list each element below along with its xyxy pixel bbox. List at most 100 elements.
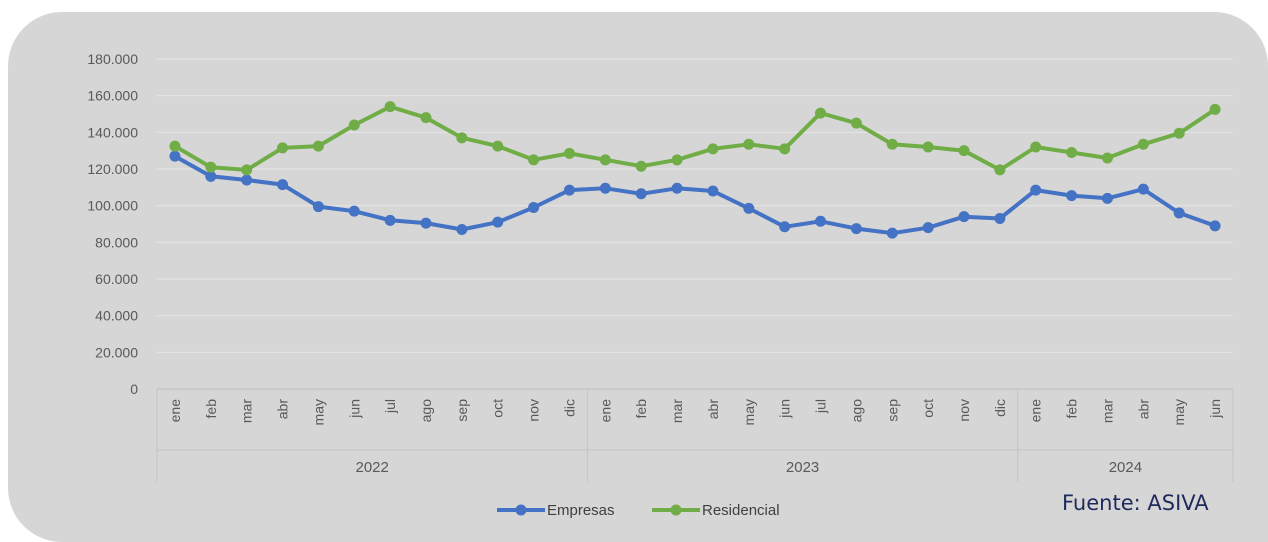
x-tick-label: mar [669, 399, 685, 423]
data-point-residencial [277, 142, 289, 154]
data-point-empresas [958, 211, 970, 223]
data-point-residencial [1066, 147, 1078, 158]
data-point-empresas [671, 182, 683, 194]
year-label: 2022 [356, 459, 389, 476]
data-point-residencial [958, 145, 970, 157]
x-tick-label: jun [1207, 399, 1223, 419]
data-point-residencial [348, 119, 360, 131]
series-lines [169, 101, 1221, 239]
data-point-empresas [1137, 183, 1149, 195]
y-tick-label: 160.000 [87, 88, 138, 104]
x-tick-label: jul [813, 399, 829, 414]
y-tick-label: 0 [130, 381, 138, 397]
data-point-empresas [707, 185, 719, 197]
x-tick-label: ene [167, 399, 183, 423]
y-tick-label: 40.000 [95, 308, 138, 324]
y-tick-label: 80.000 [95, 234, 138, 250]
x-tick-label: ene [1028, 399, 1044, 423]
series-line-empresas [172, 154, 1218, 236]
x-tick-label: oct [920, 399, 936, 418]
data-point-empresas [420, 217, 432, 229]
year-label: 2023 [786, 459, 819, 476]
data-point-residencial [492, 140, 504, 152]
data-point-residencial [743, 138, 755, 150]
data-point-residencial [599, 154, 611, 166]
data-point-residencial [886, 138, 898, 150]
data-point-residencial [1209, 103, 1221, 115]
x-tick-label: feb [203, 399, 219, 419]
data-point-empresas [850, 223, 862, 235]
data-point-empresas [922, 222, 934, 234]
data-point-residencial [312, 140, 324, 152]
legend-label: Residencial [702, 502, 780, 519]
chart-panel [8, 12, 1268, 542]
data-point-empresas [779, 221, 791, 233]
data-point-empresas [635, 188, 647, 200]
x-tick-label: ago [418, 399, 434, 423]
data-point-empresas [312, 201, 324, 213]
data-point-residencial [384, 101, 396, 113]
x-tick-label: ene [597, 399, 613, 423]
data-point-residencial [635, 160, 647, 172]
data-point-residencial [528, 154, 540, 166]
data-point-empresas [384, 214, 396, 226]
data-point-empresas [1101, 192, 1113, 204]
data-point-residencial [456, 132, 468, 144]
source-note: Fuente: ASIVA [1062, 491, 1209, 515]
x-tick-label: jul [382, 399, 398, 414]
legend: Empresas Residencial [497, 502, 780, 519]
x-tick-label: ago [848, 399, 864, 423]
data-point-residencial [420, 112, 432, 124]
grid-lines [157, 58, 1233, 353]
data-point-empresas [205, 170, 217, 182]
data-point-residencial [850, 117, 862, 129]
data-point-empresas [994, 213, 1006, 224]
x-tick-label: feb [633, 399, 649, 419]
x-tick-label: feb [1064, 399, 1080, 419]
x-tick-label: jun [346, 399, 362, 419]
data-point-residencial [779, 143, 791, 155]
x-axis: ene feb mar abr may jun jul ago sep oct nov dic ene f… [156, 388, 1234, 482]
x-tick-label: sep [454, 399, 470, 422]
x-tick-label: may [1171, 399, 1187, 425]
y-tick-label: 120.000 [87, 161, 138, 177]
data-point-empresas [1030, 184, 1042, 196]
data-point-residencial [563, 147, 575, 159]
data-point-empresas [599, 182, 611, 194]
x-tick-label: dic [561, 399, 577, 417]
data-point-empresas [456, 224, 468, 235]
data-point-empresas [1173, 207, 1185, 219]
x-tick-label: abr [1135, 399, 1151, 420]
x-tick-label: abr [275, 399, 291, 420]
data-point-residencial [815, 107, 827, 119]
data-point-residencial [1137, 138, 1149, 150]
data-point-empresas [743, 202, 755, 214]
series-line-residencial [172, 104, 1218, 172]
x-tick-label: may [741, 399, 757, 425]
data-point-residencial [169, 140, 181, 152]
data-point-empresas [492, 216, 504, 228]
legend-label: Empresas [547, 502, 615, 519]
y-tick-label: 100.000 [87, 198, 138, 214]
y-tick-label: 140.000 [87, 124, 138, 140]
data-point-empresas [886, 227, 898, 239]
x-tick-label: jun [777, 399, 793, 419]
x-tick-label: sep [884, 399, 900, 422]
y-tick-label: 20.000 [95, 344, 138, 360]
data-point-empresas [348, 205, 360, 217]
data-point-residencial [241, 164, 253, 176]
data-point-residencial [922, 141, 934, 153]
data-point-residencial [1173, 127, 1185, 139]
data-point-residencial [1030, 141, 1042, 153]
x-tick-label: mar [1099, 399, 1115, 423]
data-point-empresas [169, 150, 181, 162]
x-tick-label: abr [705, 399, 721, 420]
legend-swatch-marker [515, 504, 527, 516]
x-tick-label: may [310, 399, 326, 425]
y-axis-ticks: 0 20.000 40.000 60.000 80.000 100.000 120.000 1… [87, 51, 138, 397]
data-point-residencial [671, 154, 683, 166]
data-point-empresas [1066, 190, 1078, 202]
y-tick-label: 60.000 [95, 271, 138, 287]
x-tick-label: nov [526, 399, 542, 422]
